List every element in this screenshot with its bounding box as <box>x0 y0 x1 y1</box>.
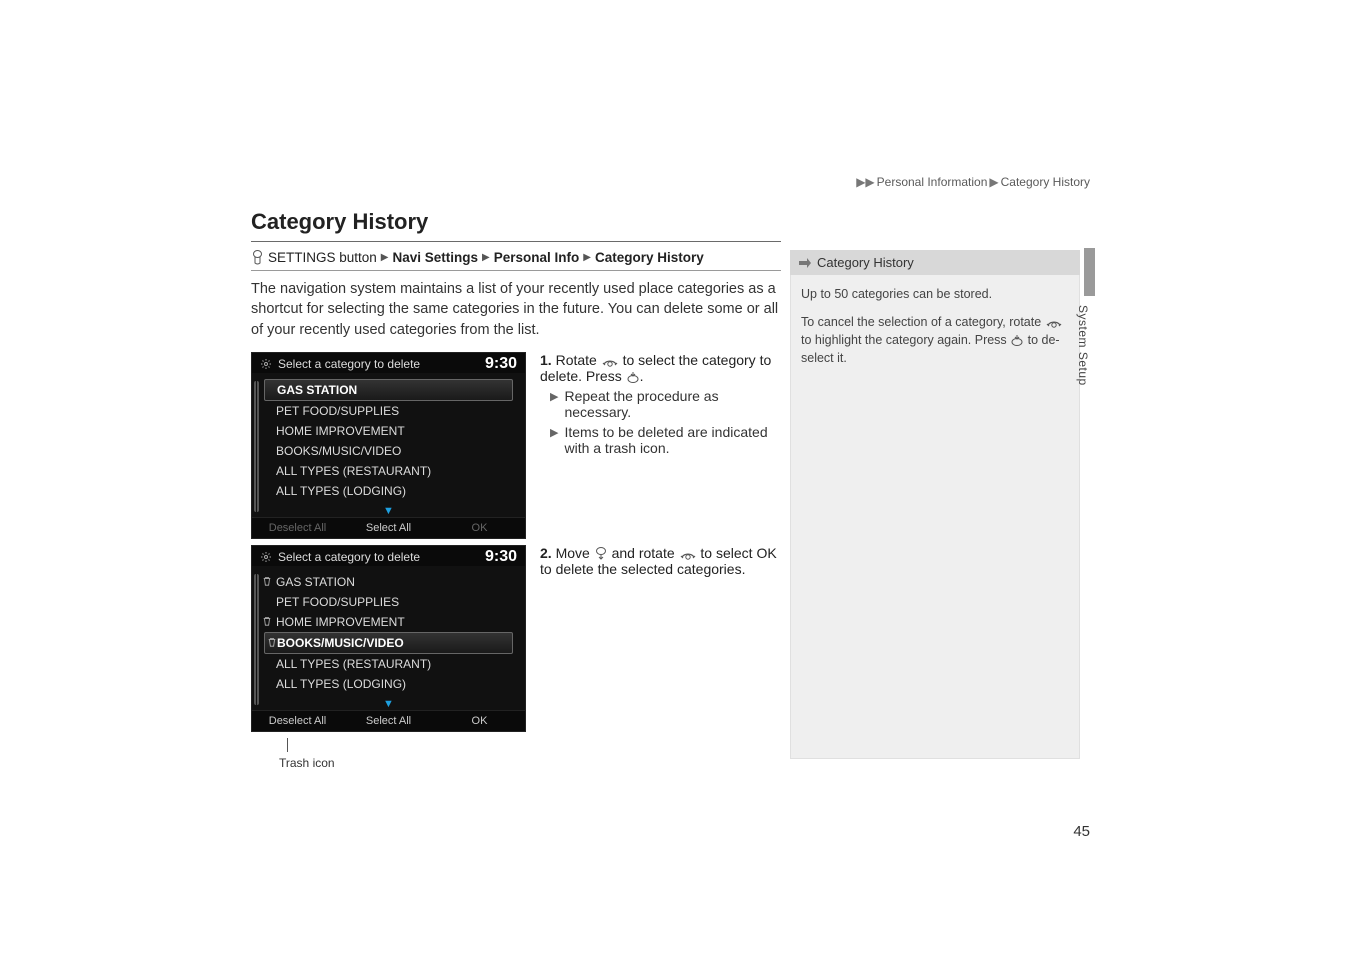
chevron-right-icon: ▶ <box>550 424 558 456</box>
scroll-down-icon: ▼ <box>252 698 525 710</box>
category-item: GAS STATION <box>264 379 513 401</box>
trash-icon <box>262 616 272 626</box>
sidebar-p2: To cancel the selection of a category, r… <box>801 313 1069 367</box>
header-seg2: Category History <box>1001 175 1090 189</box>
trash-icon <box>267 637 277 647</box>
scrollbar-track <box>254 381 259 512</box>
deselect-all-button: Deselect All <box>252 711 343 731</box>
section-label: System Setup <box>1076 305 1090 386</box>
caption-leader <box>287 738 288 752</box>
chevron-right-icon: ▶ <box>482 252 490 263</box>
step2-ok: OK <box>756 545 776 561</box>
move-dial-icon <box>594 546 608 561</box>
step-1: 1. Rotate to select the category to dele… <box>540 352 781 384</box>
trash-caption: Trash icon <box>279 756 781 770</box>
category-item: PET FOOD/SUPPLIES <box>260 401 517 421</box>
step1-sub2: ▶ Items to be deleted are indicated with… <box>550 424 781 456</box>
breadcrumb-seg2: Personal Info <box>494 250 580 265</box>
step-2: 2. Move and rotate to select OK to delet… <box>540 545 781 577</box>
screenshot2-title: Select a category to delete <box>278 550 420 564</box>
step1-text-a: Rotate <box>556 352 601 368</box>
chevron-right-icon: ▶ <box>583 252 591 263</box>
chevron-right-icon: ▶ <box>381 252 389 263</box>
category-item: ALL TYPES (RESTAURANT) <box>260 654 517 674</box>
ok-button: OK <box>434 711 525 731</box>
step1-num: 1. <box>540 352 552 368</box>
rotate-dial-icon <box>679 547 697 561</box>
select-all-button: Select All <box>343 518 434 538</box>
intro-text: The navigation system maintains a list o… <box>251 279 781 340</box>
gear-icon <box>260 551 272 563</box>
trash-icon <box>262 576 272 586</box>
screenshot1-time: 9:30 <box>485 355 517 373</box>
category-item: ALL TYPES (RESTAURANT) <box>260 461 517 481</box>
title-rule <box>251 241 781 242</box>
step2-text-a: Move <box>556 545 594 561</box>
category-item: HOME IMPROVEMENT <box>260 612 517 632</box>
sidebar-p2a: To cancel the selection of a category, r… <box>801 315 1045 329</box>
sidebar-p1: Up to 50 categories can be stored. <box>801 285 1069 303</box>
category-item: PET FOOD/SUPPLIES <box>260 592 517 612</box>
category-item: ALL TYPES (LODGING) <box>260 481 517 501</box>
page-title: Category History <box>251 209 781 235</box>
screenshot2-time: 9:30 <box>485 548 517 566</box>
page-number: 45 <box>1073 823 1090 840</box>
chevron-right-icon: ▶ <box>550 388 558 420</box>
settings-path: SETTINGS button ▶ Navi Settings ▶ Person… <box>251 250 781 271</box>
screenshot1-title: Select a category to delete <box>278 357 420 371</box>
sidebar-p2b: to highlight the category again. Press <box>801 333 1010 347</box>
sidebar-head-icon <box>798 257 812 269</box>
step2-text-d: to delete the selected categories. <box>540 561 745 577</box>
screenshot-1: Select a category to delete 9:30 GAS STA… <box>251 352 526 539</box>
rotate-dial-icon <box>601 354 619 368</box>
rotate-dial-icon <box>1045 315 1063 329</box>
category-item: HOME IMPROVEMENT <box>260 421 517 441</box>
breadcrumb-seg3: Category History <box>595 250 704 265</box>
deselect-all-button: Deselect All <box>252 518 343 538</box>
step2-text-c: to select <box>697 545 757 561</box>
sidebar-title: Category History <box>817 255 914 270</box>
sidebar-head: Category History <box>790 250 1080 275</box>
settings-button-icon <box>251 250 264 265</box>
step2-num: 2. <box>540 545 552 561</box>
step1-sub1-text: Repeat the procedure as necessary. <box>564 388 781 420</box>
sidebar: Category History Up to 50 categories can… <box>790 250 1080 759</box>
category-item: ALL TYPES (LODGING) <box>260 674 517 694</box>
step1-text-c: . <box>640 368 644 384</box>
screenshot-2: Select a category to delete 9:30 GAS STA… <box>251 545 526 732</box>
gear-icon <box>260 358 272 370</box>
step2-text-b: and rotate <box>608 545 679 561</box>
category-item: BOOKS/MUSIC/VIDEO <box>260 441 517 461</box>
breadcrumb-seg1: Navi Settings <box>393 250 479 265</box>
category-item: GAS STATION <box>260 572 517 592</box>
ok-button: OK <box>434 518 525 538</box>
section-tab <box>1084 248 1095 296</box>
scrollbar-track <box>254 574 259 705</box>
category-item: BOOKS/MUSIC/VIDEO <box>264 632 513 654</box>
breadcrumb-prefix: SETTINGS button <box>268 250 377 265</box>
header-seg1: Personal Information <box>877 175 988 189</box>
press-dial-icon <box>1010 333 1024 347</box>
step1-sub2-text: Items to be deleted are indicated with a… <box>564 424 781 456</box>
step1-sub1: ▶ Repeat the procedure as necessary. <box>550 388 781 420</box>
breadcrumb-header: ▶▶Personal Information▶Category History <box>854 175 1090 189</box>
press-dial-icon <box>626 370 640 384</box>
select-all-button: Select All <box>343 711 434 731</box>
scroll-down-icon: ▼ <box>252 505 525 517</box>
